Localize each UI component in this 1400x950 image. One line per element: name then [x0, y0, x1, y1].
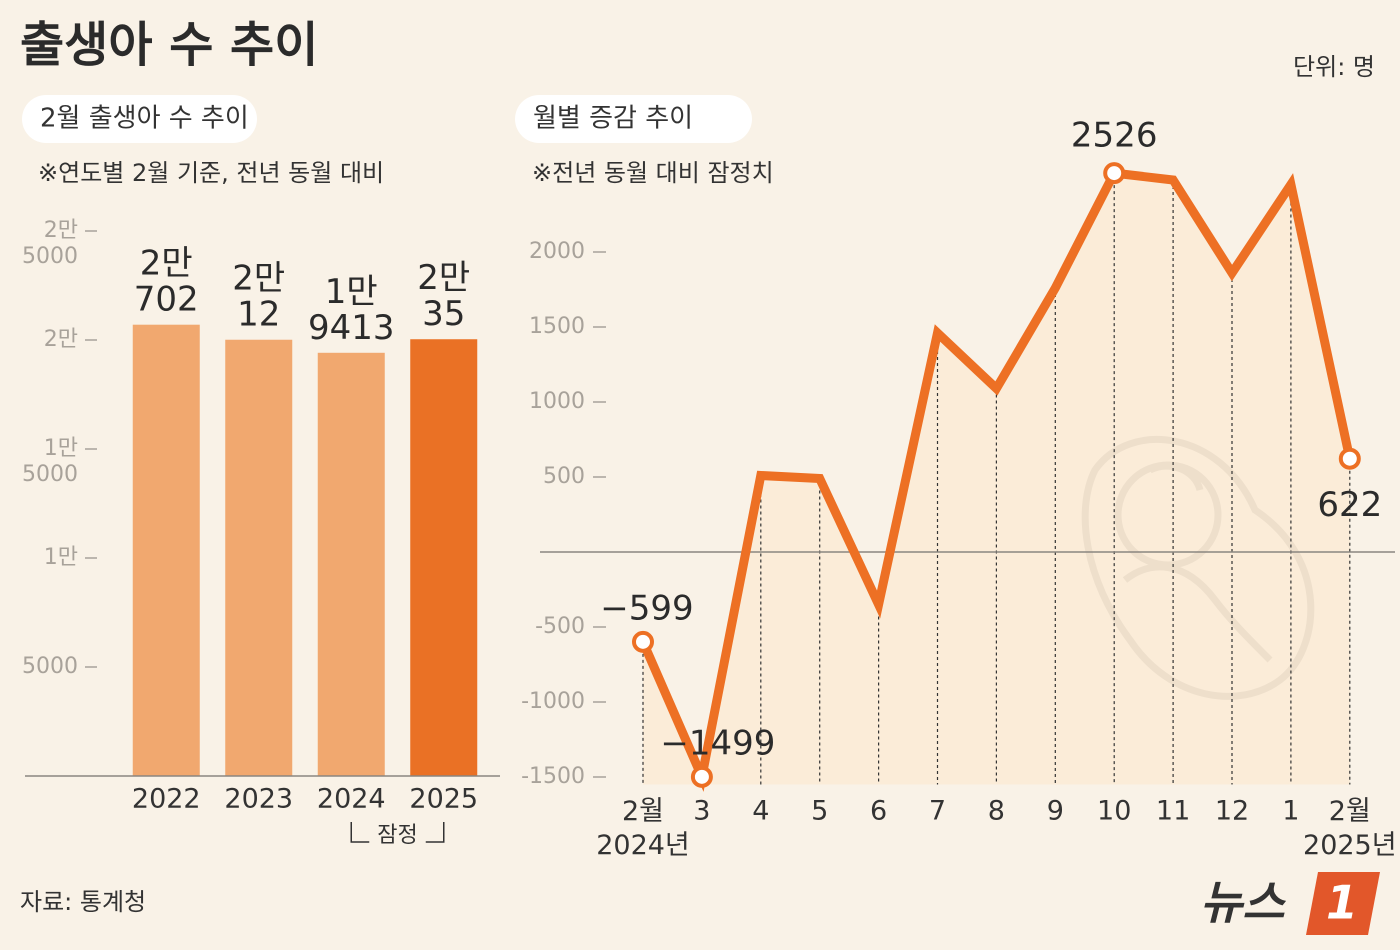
logo: 뉴스 1: [1200, 872, 1380, 935]
chart-subtitle: 2월 출생아 수 추이: [40, 104, 249, 134]
subtitle-tab: [515, 95, 752, 143]
y-tick-label: 5000: [22, 654, 78, 679]
chart-subtitle: 월별 증감 추이: [533, 104, 693, 134]
value-label: −1499: [660, 723, 775, 763]
point: [1103, 162, 1126, 185]
x-tick-label: 9: [1047, 796, 1064, 827]
y-tick-label: 2만: [44, 327, 78, 352]
y-tick-label: 500: [543, 464, 585, 489]
x-tick-label: 2025: [409, 784, 478, 815]
chart-note: ※전년 동월 대비 잠정치: [532, 159, 774, 187]
x-tick-label: 2023: [224, 784, 293, 815]
bar: [225, 339, 293, 776]
x-tick-label: 2월 2025년: [1303, 796, 1397, 861]
x-tick-label: 12: [1215, 796, 1249, 827]
y-tick-label: -1000: [521, 689, 585, 714]
logo-mark: 1: [1326, 876, 1358, 930]
x-tick-label: 11: [1156, 796, 1190, 827]
value-label: 2526: [1071, 116, 1158, 156]
source: 자료: 통계청: [20, 888, 146, 916]
y-tick-label: 1만 5000: [22, 436, 78, 487]
x-tick-label: 2022: [132, 784, 201, 815]
logo-box: [1306, 872, 1380, 935]
x-tick-label: 8: [988, 796, 1005, 827]
y-tick-label: -500: [535, 614, 585, 639]
value-label: 2만 12: [232, 258, 285, 334]
x-tick-label: 1: [1282, 796, 1299, 827]
x-tick-label: 6: [870, 796, 887, 827]
bar: [410, 339, 478, 776]
value-label: 2만 702: [134, 243, 199, 319]
unit-label: 단위: 명: [1293, 53, 1375, 81]
line: [638, 168, 1355, 792]
subtitle-tab: [22, 95, 257, 143]
y-tick-label: 2000: [529, 239, 585, 264]
chart-note: ※연도별 2월 기준, 전년 동월 대비: [38, 159, 384, 187]
y-tick-label: 1000: [529, 389, 585, 414]
bar: [132, 324, 200, 776]
page-title: 출생아 수 추이: [20, 17, 318, 73]
x-tick-label: 3: [693, 796, 710, 827]
point: [1338, 447, 1361, 470]
x-tick-label: 5: [811, 796, 828, 827]
value-label: 1만 9413: [308, 271, 395, 347]
annotation: 잠정: [377, 823, 417, 848]
y-tick-label: 1만: [44, 545, 78, 570]
y-tick-label: 2만 5000: [22, 218, 78, 269]
x-tick-label: 2024: [317, 784, 386, 815]
value-label: 2만 35: [417, 258, 470, 334]
bar: [317, 352, 385, 776]
bracket: [350, 822, 445, 843]
x-tick-label: 7: [929, 796, 946, 827]
y-tick-label: -1500: [521, 764, 585, 789]
point: [632, 630, 654, 653]
x-tick-label: 2월 2024년: [596, 796, 690, 861]
value-label: 622: [1317, 485, 1382, 525]
x-tick-label: 4: [752, 796, 769, 827]
value-label: −599: [600, 588, 693, 628]
logo-text: 뉴스: [1200, 876, 1286, 930]
y-tick-label: 1500: [529, 314, 585, 339]
x-tick-label: 10: [1097, 796, 1131, 827]
point: [690, 765, 713, 788]
